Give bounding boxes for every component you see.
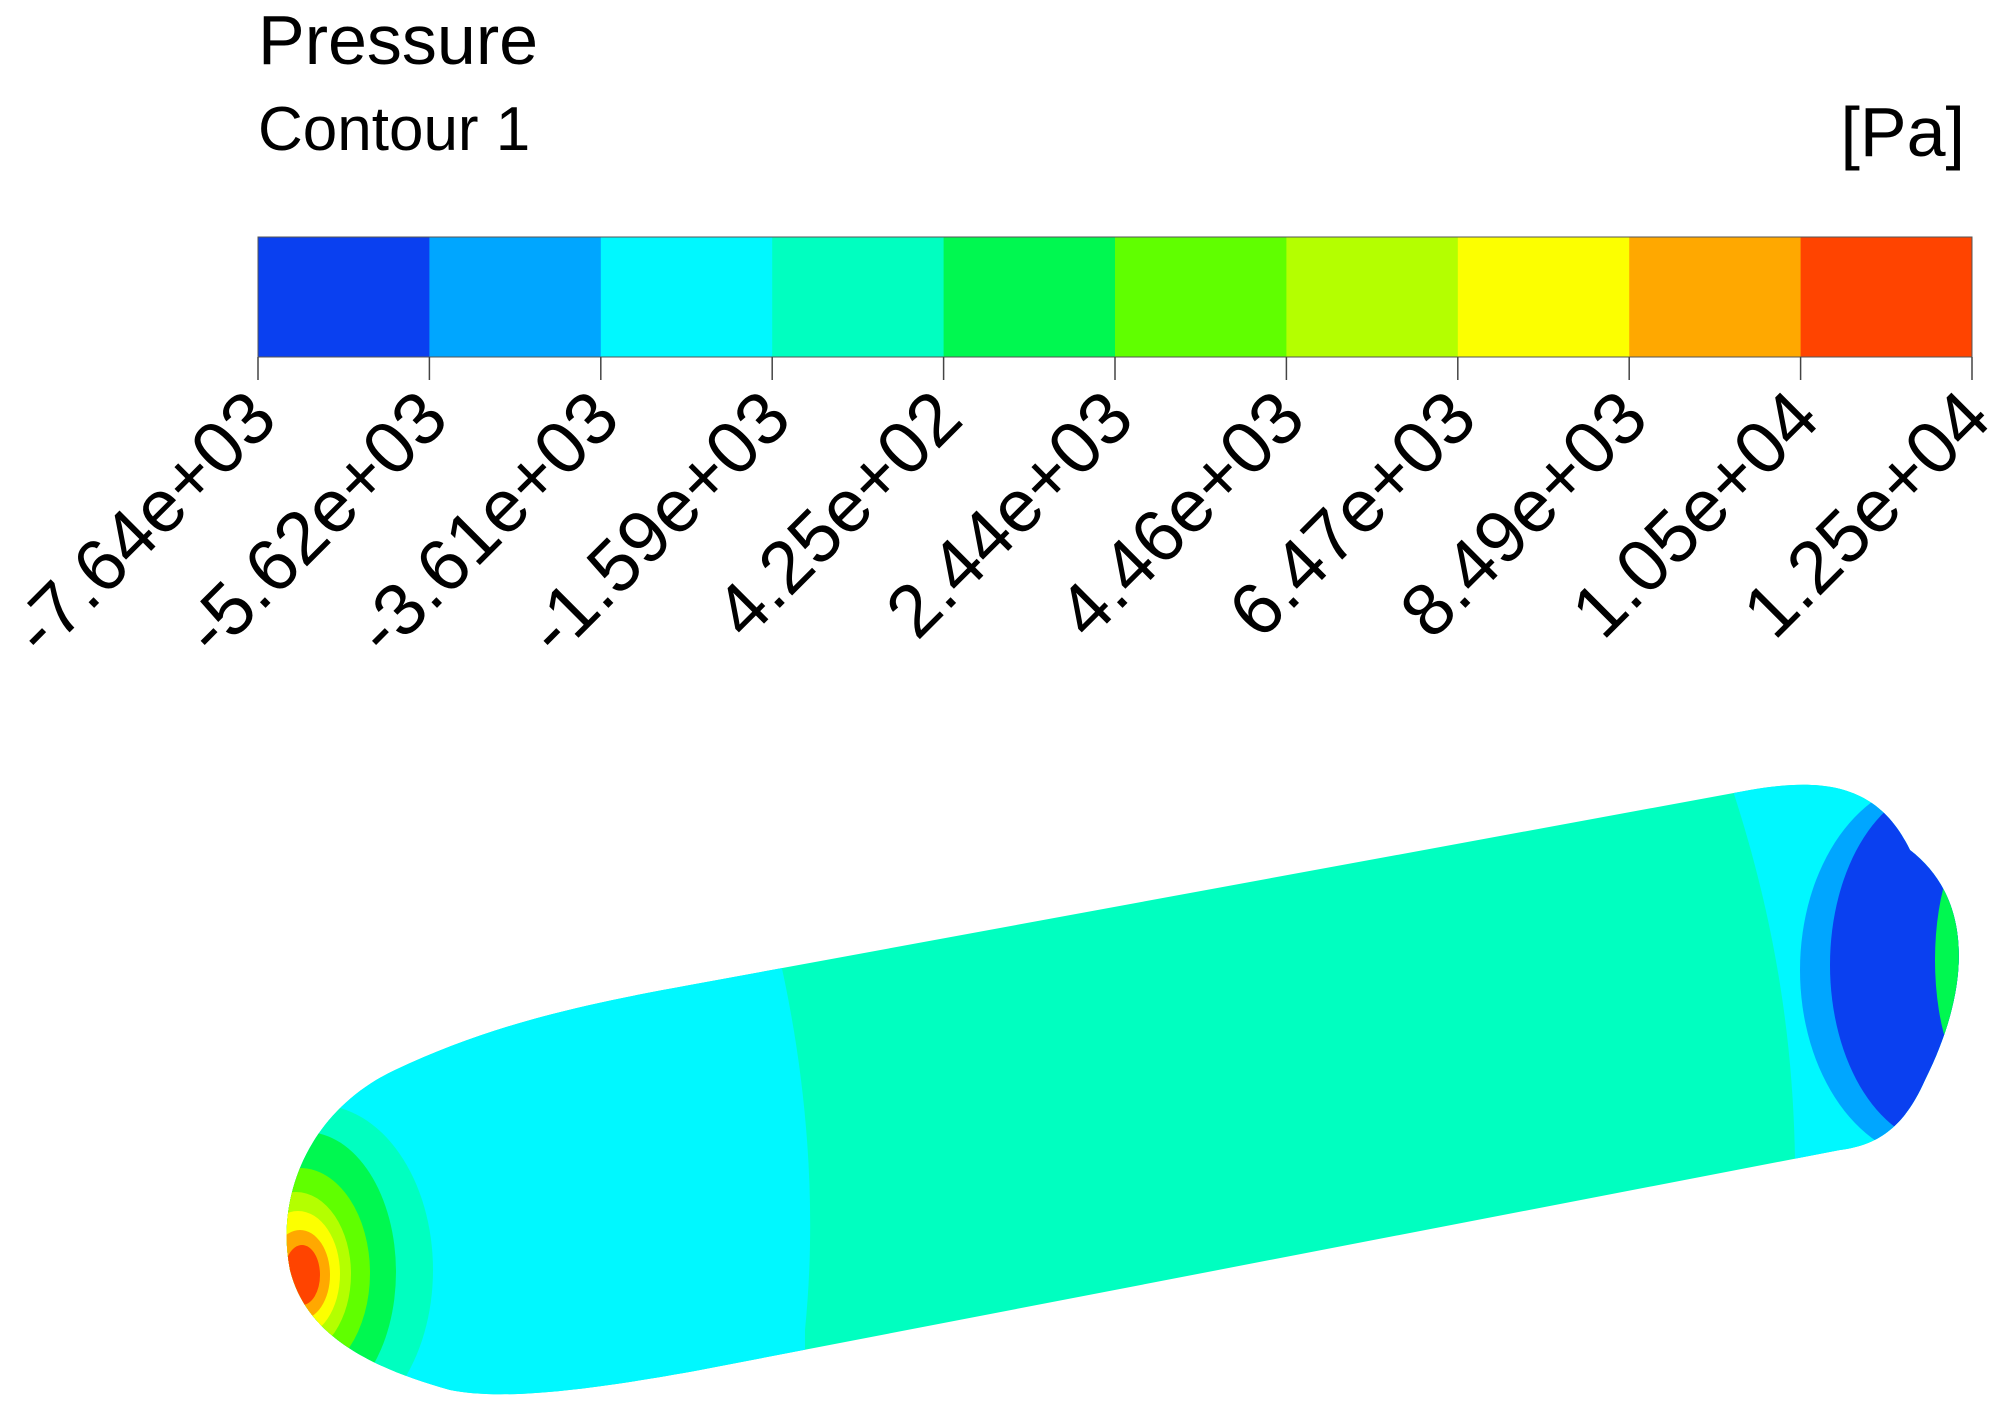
tail-tip-green: [1935, 830, 1959, 1090]
nose-region-cyan: [286, 784, 811, 1395]
legend-band: [429, 237, 602, 357]
color-bands: [257, 236, 1973, 358]
legend-title: Pressure: [258, 1, 539, 79]
legend-unit: [Pa]: [1840, 93, 1965, 171]
legend-band: [600, 237, 773, 357]
nose-ring-7: [286, 1245, 320, 1305]
legend-band: [1629, 237, 1802, 357]
color-legend: -7.64e+03-5.62e+03-3.61e+03-1.59e+034.25…: [0, 236, 1989, 670]
legend-band: [1115, 237, 1287, 357]
legend-subtitle: Contour 1: [258, 95, 531, 164]
legend-band: [1457, 237, 1630, 357]
legend-band: [1800, 237, 1973, 357]
legend-ticks: [257, 357, 1973, 380]
body-contour-regions: [286, 784, 1959, 1395]
legend-band: [258, 237, 430, 357]
legend-band: [1286, 237, 1459, 357]
legend-band: [772, 237, 945, 357]
legend-band: [943, 237, 1116, 357]
